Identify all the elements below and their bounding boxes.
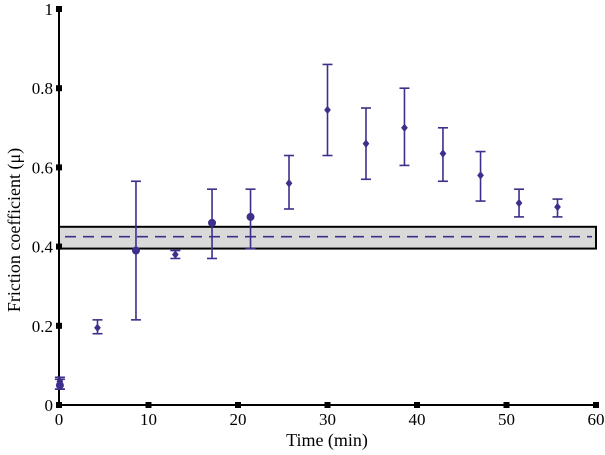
- reference-band-rect: [58, 225, 597, 250]
- circle-marker: [246, 212, 255, 221]
- x-tick-label: 60: [588, 410, 605, 429]
- diamond-marker: [477, 171, 484, 180]
- circle-point: [245, 188, 256, 250]
- x-axis-title: Time (min): [286, 430, 368, 451]
- circle-marker: [208, 218, 217, 227]
- diamond-point: [322, 63, 333, 157]
- diamond-point: [170, 249, 181, 260]
- diamond-marker: [515, 198, 523, 208]
- tick-marks: [56, 6, 599, 408]
- diamond-point: [552, 198, 563, 218]
- x-tick-label: 0: [55, 410, 64, 429]
- diamond-point: [92, 319, 103, 335]
- y-tick-mark: [56, 243, 62, 250]
- y-tick-mark: [56, 322, 62, 329]
- y-tick-label: 0: [45, 396, 54, 415]
- x-tick-label: 10: [140, 410, 157, 429]
- circle-marker: [131, 246, 140, 255]
- diamond-point: [475, 150, 486, 202]
- circle-point: [207, 188, 218, 260]
- y-tick-label: 0.2: [32, 317, 53, 336]
- diamond-point: [437, 127, 448, 183]
- x-tick-label: 40: [409, 410, 426, 429]
- x-tick-label: 20: [230, 410, 247, 429]
- diamond-point: [514, 188, 525, 218]
- y-tick-mark: [56, 164, 62, 171]
- diamond-point: [360, 107, 371, 181]
- diamond-marker: [362, 139, 370, 148]
- x-tick-mark: [414, 402, 420, 408]
- diamond-point: [284, 154, 295, 210]
- diamond-point: [399, 87, 410, 167]
- circle-marker: [55, 381, 64, 390]
- x-tick-mark: [145, 402, 152, 408]
- diamond-marker: [285, 179, 293, 188]
- x-tick-label: 50: [498, 410, 515, 429]
- x-tick-mark: [324, 402, 331, 408]
- y-tick-label: 0.8: [32, 79, 53, 98]
- x-tick-mark: [593, 402, 599, 408]
- y-tick-label: 1: [45, 0, 54, 19]
- data-points: [54, 63, 563, 390]
- y-tick-label: 0.4: [32, 238, 54, 257]
- y-tick-mark: [56, 85, 62, 92]
- y-tick-mark: [56, 6, 62, 12]
- y-tick-mark: [56, 402, 62, 408]
- diamond-marker: [439, 149, 447, 158]
- y-axis-title: Friction coefficient (μ): [4, 148, 25, 312]
- tick-labels: 0 10 20 30 40 50 60 0 0.2 0.4 0.6 0.8 1: [32, 0, 605, 429]
- diamond-marker: [171, 250, 179, 259]
- diamond-marker: [554, 202, 561, 212]
- reference-band: [58, 225, 597, 250]
- circle-point: [130, 180, 141, 321]
- diamond-marker: [94, 323, 101, 332]
- x-tick-label: 30: [319, 410, 336, 429]
- y-tick-label: 0.6: [32, 158, 53, 177]
- diamond-marker: [324, 105, 331, 115]
- x-tick-mark: [503, 402, 510, 408]
- diamond-marker: [401, 123, 408, 132]
- circle-point: [54, 378, 65, 390]
- x-tick-mark: [235, 402, 241, 408]
